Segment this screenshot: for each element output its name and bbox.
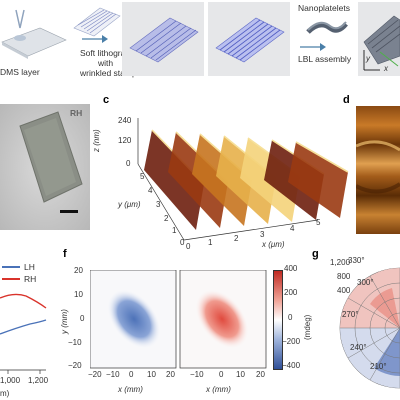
rh-tag: RH bbox=[70, 108, 83, 118]
y-tick: −20 bbox=[68, 361, 82, 370]
y-tick: 4 bbox=[148, 186, 153, 195]
lh-series-line bbox=[0, 319, 47, 335]
afm-surface-plot bbox=[137, 118, 349, 241]
colorbar-label: (mdeg) bbox=[303, 314, 312, 340]
y-tick: 5 bbox=[140, 172, 145, 181]
x-tick: 0 bbox=[219, 370, 224, 379]
polar-angle-label: 210° bbox=[370, 362, 387, 371]
lh-cd-signal bbox=[106, 288, 162, 350]
legend-rh-label: RH bbox=[24, 274, 37, 284]
arrow-right-icon bbox=[82, 35, 108, 43]
x-tick: 10 bbox=[236, 370, 245, 379]
y-tick: 20 bbox=[74, 266, 83, 275]
x-axis-label: x (mm) bbox=[118, 385, 143, 394]
x-tick: 20 bbox=[256, 370, 265, 379]
axis-x-label: x bbox=[384, 64, 388, 73]
x-tick: 4 bbox=[290, 224, 295, 233]
z-axis-label: z (nm) bbox=[92, 129, 101, 152]
pdms-layer-label: DMS layer bbox=[0, 67, 40, 77]
afm-ridge bbox=[144, 130, 204, 230]
sample-photo bbox=[0, 104, 90, 230]
axis-y-label: y bbox=[366, 54, 370, 63]
y-tick: 0 bbox=[180, 238, 185, 247]
polar-angle-label: 270° bbox=[342, 310, 359, 319]
afm-ridges bbox=[144, 129, 349, 230]
x-tick: 0 bbox=[129, 370, 134, 379]
panel-f-letter: f bbox=[63, 248, 67, 260]
microscopy-image bbox=[356, 106, 400, 234]
radial-tick: 400 bbox=[337, 286, 351, 295]
rh-series-line bbox=[0, 293, 47, 309]
x-tick: 1 bbox=[208, 238, 213, 247]
colorbar-tick: −400 bbox=[282, 361, 301, 370]
colorbar-tick: 0 bbox=[288, 313, 293, 322]
pdms-layer-illustration bbox=[1, 9, 67, 59]
afm-ridge bbox=[288, 142, 348, 218]
x-tick: 3 bbox=[260, 230, 265, 239]
y-tick: 10 bbox=[74, 290, 83, 299]
panel-c-letter: c bbox=[103, 94, 110, 106]
z-tick: 120 bbox=[118, 136, 132, 145]
afm-ridge-crest bbox=[295, 141, 349, 173]
x-axis-line bbox=[183, 219, 319, 241]
y-tick: 1 bbox=[172, 226, 177, 235]
y-tick: 2 bbox=[164, 214, 169, 223]
x-tick: −10 bbox=[106, 370, 120, 379]
patterned-film-1 bbox=[129, 17, 199, 63]
y-axis-label: y (μm) bbox=[118, 200, 141, 209]
x-tick: 20 bbox=[166, 370, 175, 379]
x-tick: 2 bbox=[234, 234, 239, 243]
x-tick: 10 bbox=[147, 370, 156, 379]
colorbar bbox=[273, 270, 283, 370]
legend-rh-swatch bbox=[2, 278, 20, 280]
lbl-assembly-label: LBL assembly bbox=[298, 54, 352, 64]
panel-g-letter: g bbox=[312, 248, 319, 260]
colorbar-tick: 400 bbox=[284, 264, 298, 273]
nanoplatelets-label: Nanoplatelets bbox=[298, 3, 350, 13]
final-film bbox=[363, 15, 400, 71]
rh-cd-signal bbox=[194, 288, 250, 350]
polar-angle-label: 240° bbox=[350, 343, 367, 352]
legend-lh-label: LH bbox=[24, 262, 35, 272]
x-tick: 0 bbox=[186, 242, 191, 251]
z-tick: 0 bbox=[126, 159, 131, 168]
spectrum-plot bbox=[0, 293, 47, 374]
x-tick: 1,200 bbox=[28, 376, 49, 385]
polar-angle-label: 330° bbox=[348, 256, 365, 265]
patterned-film-2 bbox=[215, 17, 285, 63]
y-tick: −10 bbox=[68, 338, 82, 347]
y-tick: 3 bbox=[156, 200, 161, 209]
polar-plot bbox=[339, 267, 400, 389]
z-tick: 240 bbox=[118, 116, 132, 125]
y-axis-label: y (mm) bbox=[60, 309, 69, 334]
x-tick: 5 bbox=[316, 218, 321, 227]
y-axis-line bbox=[137, 163, 185, 241]
cd-maps bbox=[90, 270, 267, 369]
x-tick: 1,000 bbox=[0, 376, 21, 385]
x-tick: −10 bbox=[190, 370, 204, 379]
colorbar-tick: −200 bbox=[282, 337, 301, 346]
radial-tick: 1,200 bbox=[330, 258, 351, 267]
x-axis-label: x (mm) bbox=[206, 385, 231, 394]
panel-d-letter: d bbox=[343, 94, 350, 106]
colorbar-tick: 200 bbox=[284, 288, 298, 297]
x-tick: −20 bbox=[88, 370, 102, 379]
x-axis-label-fragment: m) bbox=[0, 389, 10, 398]
x-axis-label: x (μm) bbox=[262, 240, 285, 249]
nanoplatelets-illustration bbox=[306, 21, 348, 34]
y-tick: 0 bbox=[80, 314, 85, 323]
wrinkled-stamp-illustration bbox=[73, 7, 121, 37]
radial-tick: 800 bbox=[337, 272, 351, 281]
soft-lithography-label: Soft lithography with wrinkled stamp bbox=[80, 48, 140, 78]
polar-angle-label: 300° bbox=[357, 278, 374, 287]
legend-lh-swatch bbox=[2, 266, 20, 268]
arrow-right-icon bbox=[300, 43, 326, 51]
